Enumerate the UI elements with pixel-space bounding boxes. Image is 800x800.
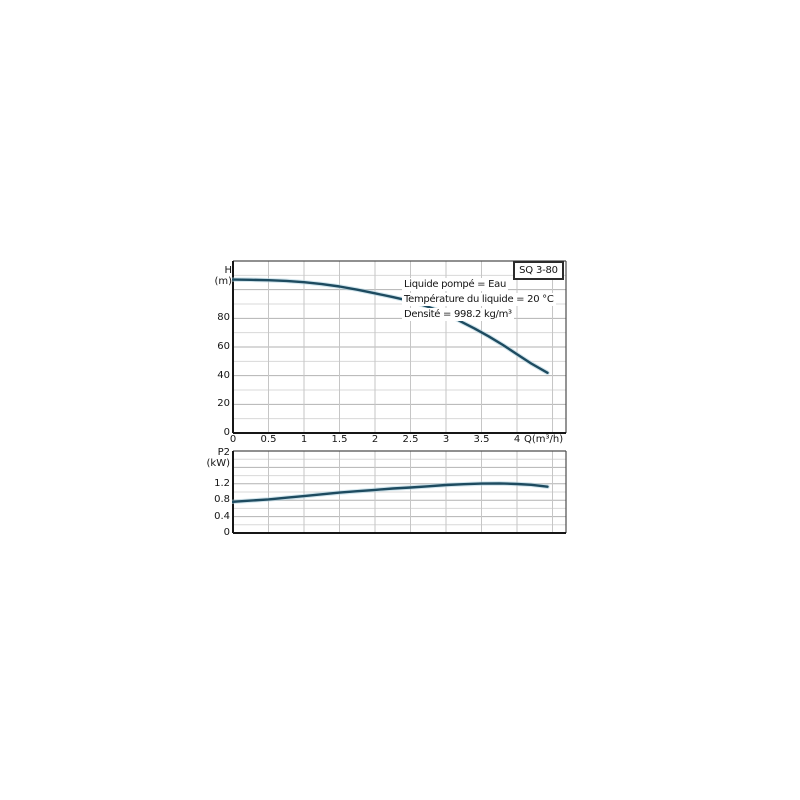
bottom-chart-y-axis-title: P2 (kW): [184, 447, 230, 469]
y-tick-label: 60: [217, 341, 230, 352]
y-tick-label: 20: [217, 398, 230, 410]
annotation-liquid: Liquide pompé = Eau: [402, 278, 509, 291]
annotation-temperature: Température du liquide = 20 °C: [402, 293, 556, 306]
H-curve: [232, 278, 549, 375]
x-tick-label: 1: [300, 434, 308, 445]
pump-model-label: SQ 3-80: [519, 265, 558, 276]
x-tick-label: 0.5: [260, 434, 277, 445]
y-tick-label: 40: [217, 369, 230, 381]
x-tick-label: 3: [442, 434, 450, 445]
P2-curve: [232, 482, 549, 503]
x-tick-label: 3.5: [473, 434, 490, 445]
y-tick-label: 1.2: [214, 477, 230, 489]
x-tick-label: 2: [371, 434, 379, 445]
x-axis-unit-label: Q(m³/h): [524, 434, 564, 445]
h-axis-label: H: [224, 265, 232, 276]
x-tick-label: 1.5: [331, 434, 348, 445]
top-chart-y-axis-title: H (m): [186, 265, 232, 287]
y-tick-label: 0: [223, 427, 230, 438]
x-tick-label: 4: [513, 434, 521, 445]
y-tick-label: 80: [217, 312, 230, 324]
h-axis-unit-label: (m): [214, 276, 232, 287]
annotation-density: Densité = 998.2 kg/m³: [402, 308, 514, 321]
p2-axis-unit-label: (kW): [206, 457, 230, 469]
head-curve-plot: [232, 260, 567, 434]
chart-annotation: Liquide pompé = Eau Température du liqui…: [402, 278, 556, 323]
p2-axis-label: P2: [217, 447, 230, 458]
power-curve-plot: [232, 450, 567, 534]
y-tick-label: 0: [223, 527, 230, 538]
y-tick-label: 0.4: [214, 510, 230, 522]
y-tick-label: 0.8: [214, 494, 230, 506]
x-tick-label: 2.5: [402, 434, 419, 445]
pump-model-badge: SQ 3-80: [513, 261, 564, 280]
x-tick-label: 0: [229, 434, 237, 445]
